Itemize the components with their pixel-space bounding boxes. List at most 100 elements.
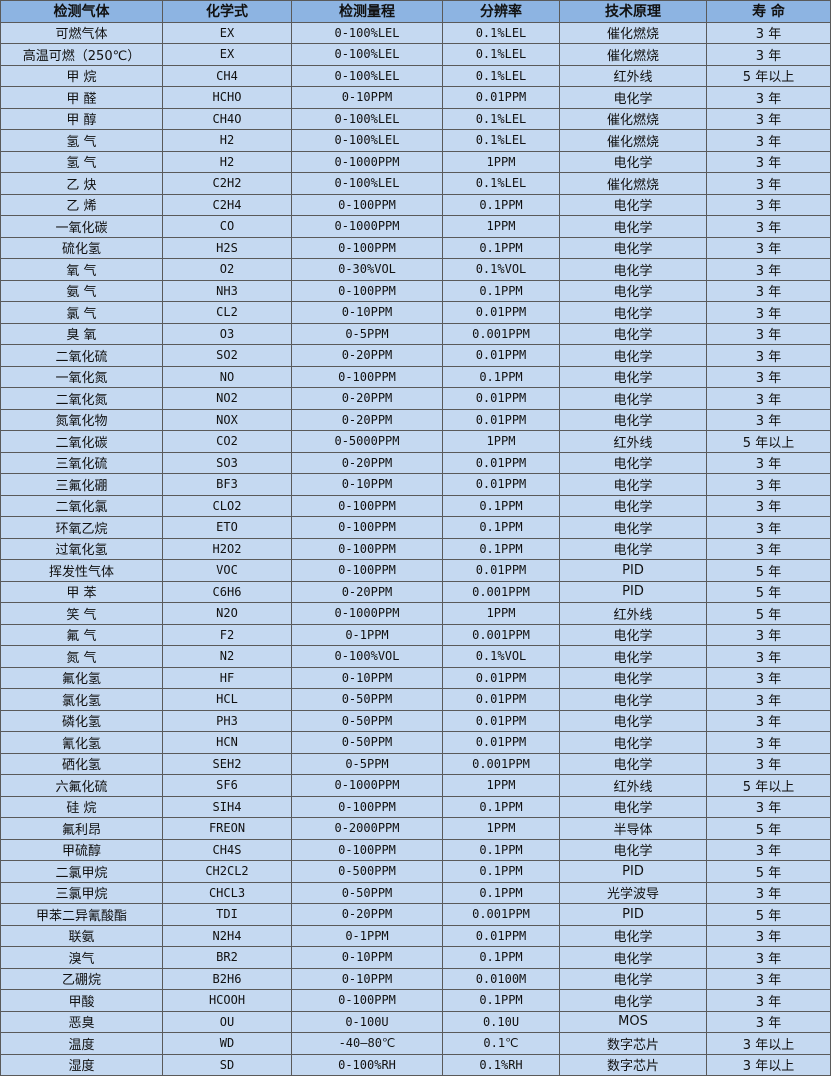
cell-gas: 过氧化氢 (0, 537, 163, 560)
cell-range: 0-1000PPM (291, 150, 443, 173)
table-row: 硒化氢 SEH2 0-5PPM 0.001PPM 电化学 3 年 (0, 752, 831, 775)
cell-range: 0-100U (291, 1010, 443, 1033)
cell-range: 0-50PPM (291, 688, 443, 711)
cell-gas: 乙 烯 (0, 193, 163, 216)
table-row: 湿度 SD 0-100%RH 0.1%RH 数字芯片 3 年以上 (0, 1053, 831, 1076)
cell-resolution: 0.001PPM (442, 623, 560, 646)
cell-lifespan: 3 年以上 (706, 1032, 831, 1055)
cell-range: 0-100PPM (291, 279, 443, 302)
cell-resolution: 0.1PPM (442, 838, 560, 861)
cell-principle: 电化学 (559, 946, 707, 969)
cell-gas: 氢 气 (0, 129, 163, 152)
cell-lifespan: 3 年 (706, 408, 831, 431)
cell-formula: CL2 (162, 301, 292, 324)
table-row: 氮 气 N2 0-100%VOL 0.1%VOL 电化学 3 年 (0, 645, 831, 668)
cell-resolution: 0.1PPM (442, 365, 560, 388)
cell-formula: NOX (162, 408, 292, 431)
cell-formula: CH4S (162, 838, 292, 861)
cell-principle: 电化学 (559, 258, 707, 281)
cell-principle: 电化学 (559, 279, 707, 302)
header-resolution: 分辨率 (442, 0, 560, 23)
cell-lifespan: 3 年 (706, 107, 831, 130)
cell-formula: B2H6 (162, 967, 292, 990)
cell-resolution: 0.1%LEL (442, 107, 560, 130)
cell-range: 0-100%LEL (291, 43, 443, 66)
table-row: 氟利昂 FREON 0-2000PPM 1PPM 半导体 5 年 (0, 817, 831, 840)
cell-resolution: 1PPM (442, 150, 560, 173)
cell-principle: 光学波导 (559, 881, 707, 904)
table-row: 氟化氢 HF 0-10PPM 0.01PPM 电化学 3 年 (0, 666, 831, 689)
cell-formula: CH4 (162, 64, 292, 87)
cell-formula: C2H4 (162, 193, 292, 216)
cell-range: 0-100%LEL (291, 21, 443, 44)
cell-gas: 二氧化氮 (0, 387, 163, 410)
cell-gas: 二氧化碳 (0, 430, 163, 453)
cell-resolution: 1PPM (442, 215, 560, 238)
cell-lifespan: 3 年 (706, 86, 831, 109)
cell-formula: WD (162, 1032, 292, 1055)
cell-lifespan: 3 年 (706, 537, 831, 560)
cell-formula: H2S (162, 236, 292, 259)
header-formula: 化学式 (162, 0, 292, 23)
cell-lifespan: 3 年 (706, 688, 831, 711)
cell-lifespan: 3 年 (706, 731, 831, 754)
cell-resolution: 0.01PPM (442, 344, 560, 367)
cell-formula: F2 (162, 623, 292, 646)
cell-range: 0-20PPM (291, 408, 443, 431)
table-row: 氢 气 H2 0-100%LEL 0.1%LEL 催化燃烧 3 年 (0, 129, 831, 152)
cell-formula: HCOOH (162, 989, 292, 1012)
cell-lifespan: 3 年 (706, 258, 831, 281)
cell-lifespan: 3 年 (706, 451, 831, 474)
cell-lifespan: 3 年 (706, 387, 831, 410)
header-gas: 检测气体 (0, 0, 163, 23)
cell-range: 0-100PPM (291, 516, 443, 539)
cell-gas: 溴气 (0, 946, 163, 969)
cell-principle: 电化学 (559, 322, 707, 345)
cell-range: 0-20PPM (291, 451, 443, 474)
cell-lifespan: 3 年以上 (706, 1053, 831, 1076)
cell-range: 0-1000PPM (291, 774, 443, 797)
cell-principle: 电化学 (559, 838, 707, 861)
cell-resolution: 0.01PPM (442, 731, 560, 754)
cell-resolution: 0.1PPM (442, 236, 560, 259)
cell-resolution: 0.001PPM (442, 322, 560, 345)
cell-formula: O3 (162, 322, 292, 345)
cell-resolution: 0.001PPM (442, 580, 560, 603)
table-row: 联氨 N2H4 0-1PPM 0.01PPM 电化学 3 年 (0, 924, 831, 947)
table-row: 臭 氧 O3 0-5PPM 0.001PPM 电化学 3 年 (0, 322, 831, 345)
cell-lifespan: 3 年 (706, 494, 831, 517)
cell-gas: 一氧化氮 (0, 365, 163, 388)
cell-formula: BF3 (162, 473, 292, 496)
cell-range: 0-1PPM (291, 924, 443, 947)
cell-gas: 三氧化硫 (0, 451, 163, 474)
cell-gas: 挥发性气体 (0, 559, 163, 582)
cell-range: 0-100PPM (291, 838, 443, 861)
cell-principle: 电化学 (559, 408, 707, 431)
cell-formula: CLO2 (162, 494, 292, 517)
cell-formula: N2H4 (162, 924, 292, 947)
table-row: 氰化氢 HCN 0-50PPM 0.01PPM 电化学 3 年 (0, 731, 831, 754)
cell-resolution: 0.01PPM (442, 924, 560, 947)
cell-gas: 甲 苯 (0, 580, 163, 603)
cell-range: 0-20PPM (291, 344, 443, 367)
cell-formula: SD (162, 1053, 292, 1076)
cell-principle: 电化学 (559, 537, 707, 560)
cell-resolution: 0.1%LEL (442, 64, 560, 87)
cell-principle: 催化燃烧 (559, 172, 707, 195)
cell-range: 0-100PPM (291, 494, 443, 517)
cell-resolution: 0.001PPM (442, 752, 560, 775)
cell-gas: 恶臭 (0, 1010, 163, 1033)
cell-gas: 二氯甲烷 (0, 860, 163, 883)
cell-gas: 环氧乙烷 (0, 516, 163, 539)
cell-principle: 电化学 (559, 86, 707, 109)
cell-lifespan: 3 年 (706, 623, 831, 646)
cell-lifespan: 3 年 (706, 924, 831, 947)
table-row: 氟 气 F2 0-1PPM 0.001PPM 电化学 3 年 (0, 623, 831, 646)
cell-range: 0-500PPM (291, 860, 443, 883)
cell-lifespan: 3 年 (706, 881, 831, 904)
cell-range: 0-100%VOL (291, 645, 443, 668)
cell-range: 0-100PPM (291, 236, 443, 259)
cell-resolution: 0.01PPM (442, 86, 560, 109)
table-row: 氮氧化物 NOX 0-20PPM 0.01PPM 电化学 3 年 (0, 408, 831, 431)
cell-formula: VOC (162, 559, 292, 582)
